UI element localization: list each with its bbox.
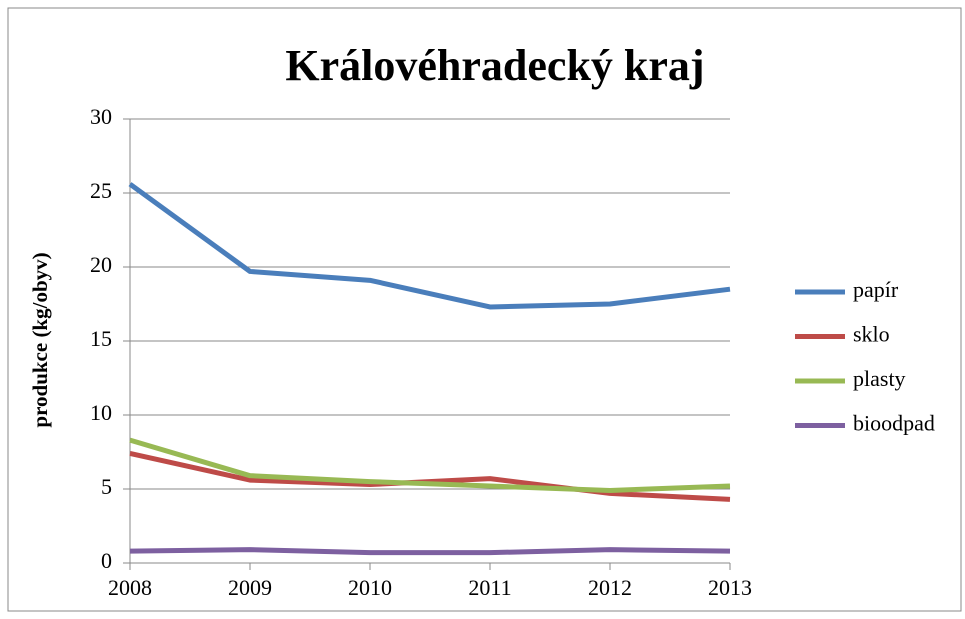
- x-tick-label: 2013: [708, 575, 752, 600]
- y-tick-label: 25: [90, 178, 112, 203]
- y-tick-label: 20: [90, 252, 112, 277]
- data-line: [128, 182, 731, 310]
- legend-label: bioodpad: [853, 411, 935, 436]
- y-tick-label: 10: [90, 400, 112, 425]
- y-axis-label: produkce (kg/obyv): [28, 252, 52, 427]
- legend-label: plasty: [853, 366, 906, 391]
- x-tick-label: 2012: [588, 575, 632, 600]
- legend-label: sklo: [853, 322, 890, 347]
- x-tick-label: 2008: [108, 575, 152, 600]
- chart-border: [7, 7, 962, 612]
- x-tick-label: 2010: [348, 575, 392, 600]
- data-line: [129, 547, 731, 556]
- y-tick-label: 30: [90, 104, 112, 129]
- y-tick-label: 0: [101, 548, 112, 573]
- data-line: [129, 437, 731, 493]
- x-tick-label: 2011: [468, 575, 511, 600]
- chart-title: Královéhradecký kraj: [285, 41, 704, 90]
- x-tick-label: 2009: [228, 575, 272, 600]
- y-tick-label: 15: [90, 326, 112, 351]
- y-tick-label: 5: [101, 474, 112, 499]
- legend-label: papír: [853, 277, 899, 302]
